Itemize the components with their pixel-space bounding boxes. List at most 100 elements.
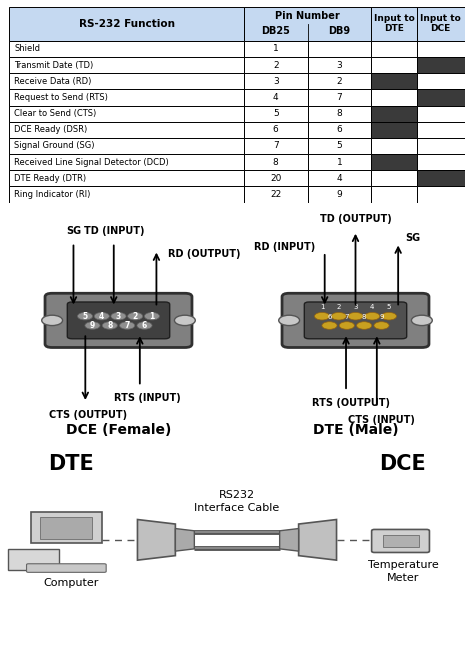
Text: 2: 2 [337, 304, 341, 310]
Text: Shield: Shield [14, 44, 40, 54]
Bar [9, 41, 244, 57]
Text: 3: 3 [353, 304, 358, 310]
Bar [244, 154, 308, 170]
Text: 9: 9 [337, 190, 342, 199]
Bar [308, 122, 371, 138]
Text: 8: 8 [107, 321, 112, 330]
Bar [308, 138, 371, 154]
Text: CTS (OUTPUT): CTS (OUTPUT) [49, 410, 127, 420]
Text: RTS (OUTPUT): RTS (OUTPUT) [312, 398, 390, 408]
Text: DB25: DB25 [261, 27, 290, 37]
Bar [244, 170, 308, 187]
Text: RTS (INPUT): RTS (INPUT) [114, 394, 180, 404]
Text: 5: 5 [82, 311, 88, 321]
Text: 6: 6 [273, 125, 279, 134]
Bar [308, 73, 371, 90]
Bar [9, 90, 244, 106]
Text: Temperature
Meter: Temperature Meter [367, 560, 438, 582]
Text: 7: 7 [125, 321, 130, 330]
Bar [417, 41, 465, 57]
Bar [417, 106, 465, 122]
Bar [417, 73, 465, 90]
Bar [9, 138, 244, 154]
Text: 22: 22 [270, 190, 281, 199]
FancyBboxPatch shape [372, 529, 429, 552]
Text: CTS (INPUT): CTS (INPUT) [348, 414, 415, 425]
Circle shape [365, 313, 380, 320]
Bar [244, 90, 308, 106]
Polygon shape [299, 519, 337, 560]
Text: 2: 2 [273, 60, 279, 70]
Bar [417, 57, 465, 73]
Circle shape [174, 315, 195, 325]
Bar [371, 73, 417, 90]
Text: Input to
DTE: Input to DTE [374, 14, 414, 33]
Circle shape [77, 313, 92, 320]
Bar [371, 187, 417, 203]
FancyBboxPatch shape [67, 302, 170, 339]
Circle shape [119, 322, 135, 329]
Text: Input to
DCE: Input to DCE [420, 14, 461, 33]
Bar [308, 154, 371, 170]
Circle shape [145, 313, 160, 320]
Bar [9, 106, 244, 122]
Circle shape [42, 315, 63, 325]
Bar [308, 106, 371, 122]
Text: 5: 5 [387, 304, 391, 310]
FancyBboxPatch shape [27, 564, 106, 572]
Circle shape [85, 322, 100, 329]
Bar [417, 122, 465, 138]
Circle shape [314, 313, 329, 320]
Text: Ring Indicator (RI): Ring Indicator (RI) [14, 190, 91, 199]
Polygon shape [175, 529, 194, 551]
Bar [9, 7, 244, 41]
Text: Clear to Send (CTS): Clear to Send (CTS) [14, 109, 96, 118]
Bar [371, 154, 417, 170]
Bar [9, 154, 244, 170]
Circle shape [111, 313, 126, 320]
Text: DB9: DB9 [328, 27, 350, 37]
Text: 1: 1 [273, 44, 279, 54]
Bar [308, 90, 371, 106]
Bar [308, 170, 371, 187]
Text: 2: 2 [133, 311, 138, 321]
Bar [244, 7, 371, 41]
Text: 4: 4 [99, 311, 104, 321]
Bar [244, 187, 308, 203]
Circle shape [128, 313, 143, 320]
Circle shape [322, 322, 337, 329]
Bar [244, 122, 308, 138]
Bar [9, 57, 244, 73]
Circle shape [348, 313, 363, 320]
Circle shape [331, 313, 346, 320]
Text: RD (OUTPUT): RD (OUTPUT) [168, 250, 241, 260]
Bar [9, 73, 244, 90]
Circle shape [411, 315, 432, 325]
Text: DCE: DCE [380, 454, 426, 474]
Circle shape [94, 313, 109, 320]
Text: 7: 7 [337, 93, 342, 102]
Bar [383, 535, 419, 547]
Text: 6: 6 [327, 313, 332, 319]
Bar [371, 170, 417, 187]
Text: DCE Ready (DSR): DCE Ready (DSR) [14, 125, 87, 134]
Bar [371, 106, 417, 122]
Bar [417, 7, 465, 41]
Text: 5: 5 [273, 109, 279, 118]
Text: Receive Data (RD): Receive Data (RD) [14, 77, 91, 86]
Bar [417, 154, 465, 170]
Text: Request to Send (RTS): Request to Send (RTS) [14, 93, 108, 102]
Text: 8: 8 [337, 109, 342, 118]
Text: 7: 7 [273, 141, 279, 151]
Text: 1: 1 [149, 311, 155, 321]
FancyBboxPatch shape [304, 302, 407, 339]
FancyBboxPatch shape [8, 549, 59, 570]
Circle shape [339, 322, 355, 329]
Text: 3: 3 [273, 77, 279, 86]
Text: Transmit Date (TD): Transmit Date (TD) [14, 60, 93, 70]
FancyBboxPatch shape [282, 293, 429, 347]
Text: 2: 2 [337, 77, 342, 86]
Text: RS232
Interface Cable: RS232 Interface Cable [194, 490, 280, 513]
Text: 20: 20 [270, 174, 282, 183]
Bar [244, 73, 308, 90]
